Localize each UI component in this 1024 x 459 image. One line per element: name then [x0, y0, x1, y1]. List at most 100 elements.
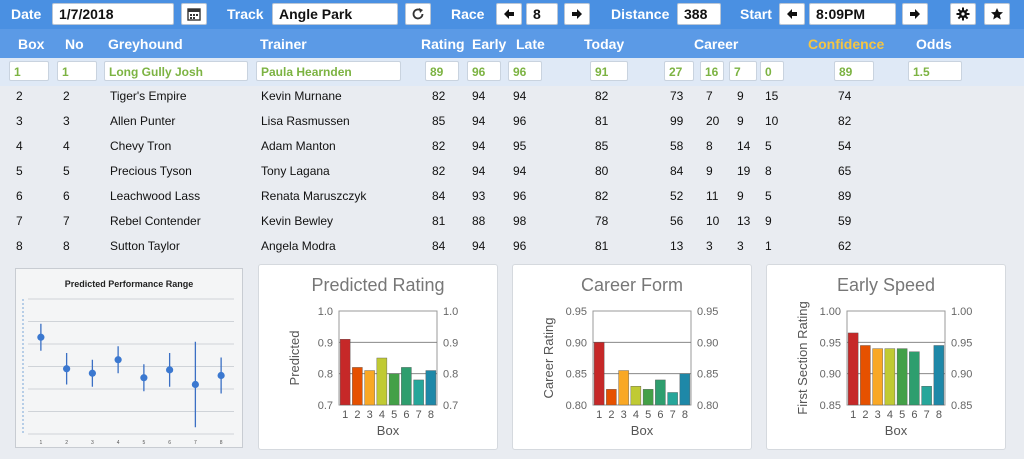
selected-confidence: 89: [834, 61, 874, 81]
bar: [667, 392, 678, 406]
y-tick-left: 0.7: [318, 400, 333, 412]
bar: [884, 348, 896, 406]
date-field[interactable]: 1/7/2018: [52, 3, 174, 25]
col-box[interactable]: Box: [18, 36, 45, 52]
calendar-button[interactable]: [181, 3, 207, 25]
range-tick-label: 8: [220, 440, 223, 446]
selected-career-4: 0: [760, 61, 784, 81]
cell-c2: 11: [706, 189, 719, 203]
x-axis-label: Box: [377, 423, 400, 438]
col-odds[interactable]: Odds: [916, 36, 952, 52]
range-point: [166, 366, 174, 374]
range-tick-label: 2: [65, 440, 68, 446]
start-prev-button[interactable]: [779, 3, 805, 25]
x-tick-label: 4: [633, 409, 639, 421]
x-tick-label: 8: [682, 409, 688, 421]
x-tick-label: 2: [608, 409, 614, 421]
y-axis-label: Career Rating: [541, 318, 556, 399]
range-tick-label: 7: [194, 440, 197, 446]
cell-early: 94: [472, 114, 486, 128]
col-trainer[interactable]: Trainer: [260, 36, 307, 52]
cell-today: 82: [595, 189, 609, 203]
cell-trainer: Tony Lagana: [261, 164, 330, 178]
y-tick-right: 1.0: [443, 306, 458, 318]
y-tick-left: 1.0: [318, 306, 333, 318]
cell-no: 2: [63, 89, 70, 103]
x-tick-label: 4: [379, 409, 385, 421]
bar: [425, 370, 437, 406]
cell-c2: 7: [706, 89, 713, 103]
cell-c4: 5: [765, 139, 772, 153]
cell-greyhound: Tiger's Empire: [110, 89, 187, 103]
y-tick-left: 0.9: [318, 337, 333, 349]
cell-early: 94: [472, 239, 486, 253]
col-no[interactable]: No: [65, 36, 84, 52]
x-tick-label: 6: [403, 409, 409, 421]
refresh-button[interactable]: [405, 3, 431, 25]
cell-c1: 84: [670, 164, 684, 178]
col-late[interactable]: Late: [516, 36, 545, 52]
col-rating[interactable]: Rating: [421, 36, 465, 52]
cell-confidence: 59: [838, 214, 852, 228]
x-tick-label: 1: [342, 409, 348, 421]
cell-trainer: Angela Modra: [261, 239, 336, 253]
early-speed-chart: 1.00 1.00 0.95 0.95 0.90 0.90 0.85 0.85 1 2 3 4 5 6 7 8…: [795, 301, 972, 438]
selected-career-2: 16: [700, 61, 724, 81]
col-confidence[interactable]: Confidence: [808, 36, 885, 52]
col-early[interactable]: Early: [472, 36, 507, 52]
selected-career-1: 27: [664, 61, 694, 81]
x-tick-label: 8: [936, 409, 942, 421]
y-tick-left: 0.8: [318, 369, 333, 381]
table-row[interactable]: 8 8 Sutton Taylor Angela Modra 84 94 96 81 13 3 3 1…: [0, 233, 1024, 258]
table-row[interactable]: 7 7 Rebel Contender Kevin Bewley 81 88 98 78 56 1…: [0, 208, 1024, 233]
y-tick-right: 0.95: [951, 337, 972, 349]
cell-c3: 19: [737, 164, 751, 178]
cell-no: 7: [63, 214, 70, 228]
settings-button[interactable]: [950, 3, 976, 25]
performance-range-panel: Predicted Performance Range 1 2 3 4 5 6 7 8: [15, 268, 243, 448]
race-field[interactable]: 8: [526, 3, 558, 25]
col-today[interactable]: Today: [584, 36, 625, 52]
table-row[interactable]: 3 3 Allen Punter Lisa Rasmussen 85 94 96 81 99 20…: [0, 108, 1024, 133]
table-row[interactable]: 5 5 Precious Tyson Tony Lagana 82 94 94 80 84 9 19…: [0, 158, 1024, 183]
bar: [872, 348, 883, 406]
range-tick-label: 6: [168, 440, 171, 446]
cell-today: 78: [595, 214, 609, 228]
col-greyhound[interactable]: Greyhound: [108, 36, 183, 52]
col-career[interactable]: Career: [694, 36, 739, 52]
y-tick-left: 0.90: [820, 369, 841, 381]
selected-rating: 89: [425, 61, 459, 81]
distance-label: Distance: [611, 6, 670, 22]
x-tick-label: 1: [596, 409, 602, 421]
selected-row[interactable]: 1 1 Long Gully Josh Paula Hearnden 89 96…: [0, 58, 1024, 86]
bar: [388, 373, 400, 406]
career-form-panel: Career Form 0.95 0.95 0.90 0.90 0.85 0.85 0.80…: [512, 264, 752, 450]
y-axis-label: Predicted: [287, 331, 302, 386]
start-field[interactable]: 8:09PM: [809, 3, 896, 25]
cell-late: 96: [513, 189, 527, 203]
x-tick-label: 3: [367, 409, 373, 421]
start-next-button[interactable]: [902, 3, 928, 25]
cell-no: 8: [63, 239, 70, 253]
range-point: [37, 333, 45, 341]
bar: [860, 345, 871, 406]
y-tick-right: 0.85: [951, 400, 972, 412]
race-prev-button[interactable]: [496, 3, 522, 25]
cell-c1: 99: [670, 114, 684, 128]
selected-early: 96: [467, 61, 501, 81]
table-row[interactable]: 2 2 Tiger's Empire Kevin Murnane 82 94 94 82 73 7…: [0, 83, 1024, 108]
track-field[interactable]: Angle Park: [272, 3, 398, 25]
bar: [352, 367, 363, 406]
cell-c4: 8: [765, 164, 772, 178]
cell-c4: 1: [765, 239, 772, 253]
table-row[interactable]: 6 6 Leachwood Lass Renata Maruszczyk 84 93 96 8…: [0, 183, 1024, 208]
y-tick-right: 0.80: [697, 400, 718, 412]
cell-rating: 82: [432, 89, 446, 103]
race-label: Race: [451, 6, 485, 22]
distance-field[interactable]: 388: [677, 3, 721, 25]
table-row[interactable]: 4 4 Chevy Tron Adam Manton 82 94 95 85 58 8 14 5 54: [0, 133, 1024, 158]
cell-greyhound: Allen Punter: [110, 114, 176, 128]
race-next-button[interactable]: [564, 3, 590, 25]
favorite-button[interactable]: [984, 3, 1010, 25]
cell-c1: 73: [670, 89, 684, 103]
